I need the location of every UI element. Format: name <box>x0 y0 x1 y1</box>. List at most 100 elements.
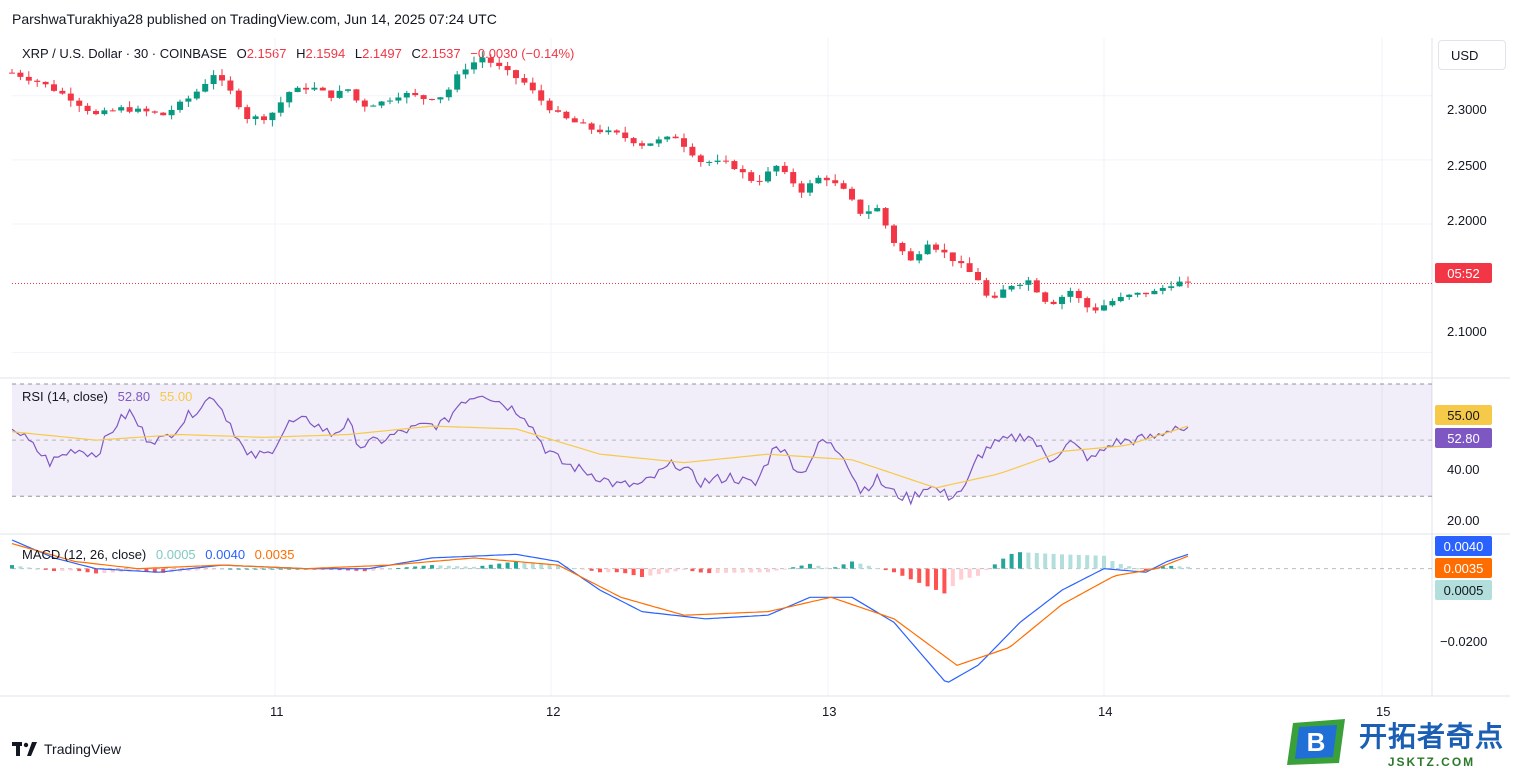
macd-histogram-bar <box>967 568 972 578</box>
macd-histogram-bar <box>992 564 997 569</box>
candle-body <box>756 180 763 182</box>
macd-histogram-bar <box>850 561 854 569</box>
candle-body <box>630 138 637 144</box>
candle-body <box>277 102 284 113</box>
candle-body <box>319 87 326 91</box>
candle-body <box>672 136 679 139</box>
candle-body <box>76 100 83 106</box>
macd-histogram-bar <box>581 568 586 570</box>
macd-histogram-bar <box>278 568 283 570</box>
macd-histogram-bar <box>1034 553 1039 569</box>
candle-body <box>227 80 234 91</box>
candle-body <box>219 75 225 81</box>
candle-body <box>916 254 923 261</box>
candle-body <box>1109 301 1116 306</box>
candle-body <box>303 87 309 90</box>
candle-body <box>420 95 427 100</box>
candle-body <box>336 90 343 98</box>
candle-body <box>664 136 671 140</box>
candle-body <box>471 62 477 70</box>
candle-body <box>983 280 990 296</box>
candle-body <box>597 129 603 133</box>
macd-histogram-bar <box>178 568 182 572</box>
price-tick-4: 2.1000 <box>1447 324 1487 339</box>
macd-histogram-bar <box>287 568 292 570</box>
candle-body <box>639 143 645 146</box>
candle-body <box>445 89 452 98</box>
macd-histogram-bar <box>245 568 250 570</box>
chart-grid <box>0 38 1510 697</box>
macd-histogram-bar <box>413 566 418 569</box>
candle-body <box>1000 289 1007 298</box>
rsi-tick-40: 40.00 <box>1447 462 1480 477</box>
high-label: H <box>296 46 306 61</box>
candle-body <box>395 97 402 101</box>
candle-body <box>891 225 897 243</box>
macd-legend: MACD (12, 26, close) 0.0005 0.0040 0.003… <box>22 547 294 562</box>
candle-body <box>874 208 881 212</box>
watermark-sub: JSKTZ.COM <box>1387 755 1476 769</box>
candle-body <box>1059 296 1065 305</box>
candle-body <box>798 183 805 193</box>
x-tick-14: 14 <box>1098 704 1113 719</box>
candle-body <box>177 101 183 110</box>
candle-body <box>9 72 15 74</box>
macd-histogram-bar <box>253 568 258 570</box>
candle-body <box>328 90 335 98</box>
macd-histogram-bar <box>1152 567 1157 569</box>
macd-histogram-bar <box>925 568 930 587</box>
candle-body <box>723 160 729 162</box>
currency-selector[interactable]: USD <box>1438 40 1506 70</box>
price-candles <box>9 51 1191 314</box>
candle-body <box>370 105 377 107</box>
macd-histogram-bar <box>1093 555 1098 569</box>
candle-body <box>361 100 368 107</box>
open-label: O <box>236 46 247 61</box>
candle-body <box>538 90 545 101</box>
macd-histogram-bar <box>648 568 653 576</box>
watermark-logo-icon: B <box>1287 719 1345 765</box>
macd-histogram-bar <box>766 568 770 573</box>
candle-body <box>1017 284 1023 286</box>
macd-hist-value: 0.0005 <box>155 547 196 562</box>
rsi-tick-20: 20.00 <box>1447 513 1480 528</box>
candle-body <box>151 111 158 113</box>
macd-histogram-bar <box>396 567 401 569</box>
macd-histogram-bar <box>934 568 938 590</box>
candle-body <box>1143 292 1149 295</box>
candle-body <box>210 75 217 85</box>
macd-histogram-bar <box>589 568 594 571</box>
macd-histogram-bar <box>455 566 460 569</box>
candle-body <box>1168 286 1175 288</box>
candle-body <box>353 89 360 101</box>
macd-histogram-bar <box>127 568 132 572</box>
macd-histogram-bar <box>304 568 308 570</box>
candle-body <box>933 244 939 250</box>
macd-histogram-bar <box>698 568 703 573</box>
macd-histogram-bar <box>1068 554 1073 569</box>
macd-histogram-bar <box>984 568 989 571</box>
candle-body <box>1185 281 1191 283</box>
candle-body <box>1033 280 1040 293</box>
macd-histogram-bar <box>463 566 468 569</box>
macd-histogram-bar <box>908 568 913 580</box>
macd-histogram-bar <box>211 568 216 570</box>
macd-histogram-bar <box>640 568 644 578</box>
candle-body <box>840 183 847 189</box>
candle-body <box>17 72 24 77</box>
candle-body <box>429 99 435 101</box>
macd-histogram-bar <box>1043 553 1048 569</box>
open-value: 2.1567 <box>246 46 287 61</box>
tradingview-footer[interactable]: TradingView <box>12 741 121 757</box>
low-label: L <box>354 46 363 61</box>
macd-histogram-bar <box>371 568 376 571</box>
candle-body <box>1075 290 1082 299</box>
candle-body <box>193 91 200 99</box>
tradingview-brand: TradingView <box>44 741 122 757</box>
symbol-name: XRP / U.S. Dollar · 30 · COINBASE <box>22 46 227 61</box>
candle-body <box>378 101 385 106</box>
candle-body <box>168 109 175 116</box>
macd-histogram-bar <box>446 565 451 569</box>
candle-body <box>412 92 419 96</box>
